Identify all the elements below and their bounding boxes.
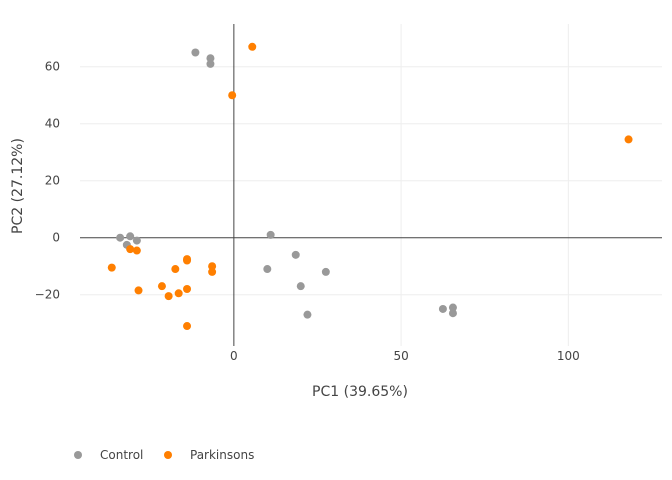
y-tick-label: 20 — [45, 174, 60, 188]
y-axis-title: PC2 (27.12%) — [10, 138, 26, 234]
parkinsons-point — [174, 289, 183, 298]
parkinsons-point — [157, 282, 166, 291]
legend-label-parkinsons: Parkinsons — [190, 448, 254, 462]
legend: Control Parkinsons — [74, 448, 254, 462]
legend-marker-parkinsons — [164, 451, 172, 459]
parkinsons-point — [183, 322, 192, 331]
parkinsons-point — [183, 256, 192, 265]
zero-lines — [80, 24, 662, 346]
parkinsons-point — [134, 286, 143, 295]
control-point — [448, 309, 457, 318]
parkinsons-point — [228, 91, 237, 100]
control-point — [191, 48, 200, 57]
legend-item-parkinsons: Parkinsons — [164, 448, 254, 462]
parkinsons-point — [126, 245, 135, 254]
parkinsons-point — [164, 292, 173, 301]
parkinsons-point — [183, 285, 192, 294]
y-tick-label: −20 — [35, 288, 60, 302]
control-point — [296, 282, 305, 291]
control-point — [206, 59, 215, 68]
control-point — [291, 250, 300, 259]
control-point — [116, 233, 125, 242]
control-point — [126, 232, 135, 241]
parkinsons-point — [171, 265, 180, 274]
parkinsons-point — [208, 262, 217, 271]
parkinsons-point — [248, 42, 257, 51]
y-tick-labels: −20 0 20 40 60 — [35, 60, 60, 302]
y-tick-label: 0 — [52, 231, 60, 245]
control-point — [263, 265, 272, 274]
control-point — [132, 236, 141, 245]
y-tick-label: 60 — [45, 60, 60, 74]
x-tick-labels: 0 50 100 — [230, 349, 580, 363]
x-tick-label: 50 — [393, 349, 408, 363]
control-point — [206, 54, 215, 63]
control-point — [438, 304, 447, 313]
legend-label-control: Control — [100, 448, 143, 462]
control-point — [448, 303, 457, 312]
parkinsons-point — [107, 263, 116, 272]
y-tick-label: 40 — [45, 117, 60, 131]
control-point — [321, 267, 330, 276]
parkinsons-point — [132, 246, 141, 255]
data-points — [107, 42, 633, 331]
parkinsons-point — [208, 267, 217, 276]
control-point — [303, 310, 312, 319]
x-tick-label: 0 — [230, 349, 238, 363]
legend-item-control: Control — [74, 448, 143, 462]
legend-marker-control — [74, 451, 82, 459]
x-axis-title: PC1 (39.65%) — [312, 384, 408, 400]
control-point — [266, 230, 275, 239]
x-tick-label: 100 — [557, 349, 580, 363]
parkinsons-point — [624, 135, 633, 144]
